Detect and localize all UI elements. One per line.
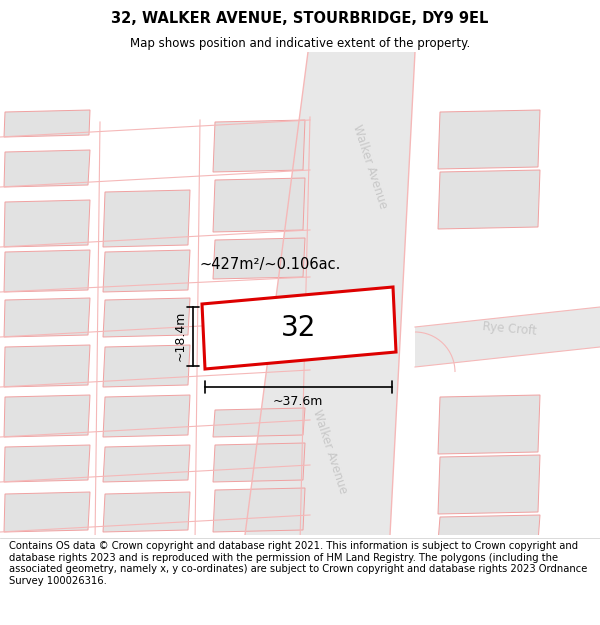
Polygon shape xyxy=(103,492,190,532)
Polygon shape xyxy=(438,455,540,514)
Polygon shape xyxy=(103,190,190,247)
Polygon shape xyxy=(213,408,305,437)
Polygon shape xyxy=(213,488,305,532)
Text: Map shows position and indicative extent of the property.: Map shows position and indicative extent… xyxy=(130,38,470,51)
Polygon shape xyxy=(4,445,90,482)
Text: Walker Avenue: Walker Avenue xyxy=(310,408,350,496)
Polygon shape xyxy=(213,120,305,172)
Polygon shape xyxy=(4,200,90,247)
Polygon shape xyxy=(415,307,600,367)
Text: ~37.6m: ~37.6m xyxy=(273,395,323,408)
Text: ~18.4m: ~18.4m xyxy=(174,311,187,361)
Polygon shape xyxy=(438,170,540,229)
Text: Contains OS data © Crown copyright and database right 2021. This information is : Contains OS data © Crown copyright and d… xyxy=(9,541,587,586)
Polygon shape xyxy=(202,287,396,369)
Polygon shape xyxy=(103,298,190,337)
Polygon shape xyxy=(438,395,540,454)
Polygon shape xyxy=(4,110,90,137)
Polygon shape xyxy=(245,52,415,535)
Text: ~427m²/~0.106ac.: ~427m²/~0.106ac. xyxy=(199,257,341,272)
Text: Rye Croft: Rye Croft xyxy=(482,320,538,338)
Text: Walker Avenue: Walker Avenue xyxy=(350,123,390,211)
Polygon shape xyxy=(4,345,90,387)
Polygon shape xyxy=(4,150,90,187)
Polygon shape xyxy=(213,238,305,279)
Polygon shape xyxy=(4,395,90,437)
Polygon shape xyxy=(103,345,190,387)
Polygon shape xyxy=(4,250,90,292)
Polygon shape xyxy=(103,445,190,482)
Text: 32: 32 xyxy=(281,314,317,342)
Polygon shape xyxy=(103,250,190,292)
Polygon shape xyxy=(213,178,305,232)
Polygon shape xyxy=(4,298,90,337)
Polygon shape xyxy=(438,515,540,542)
Polygon shape xyxy=(103,395,190,437)
Polygon shape xyxy=(4,492,90,532)
Polygon shape xyxy=(213,443,305,482)
Polygon shape xyxy=(438,110,540,169)
Text: 32, WALKER AVENUE, STOURBRIDGE, DY9 9EL: 32, WALKER AVENUE, STOURBRIDGE, DY9 9EL xyxy=(112,11,488,26)
